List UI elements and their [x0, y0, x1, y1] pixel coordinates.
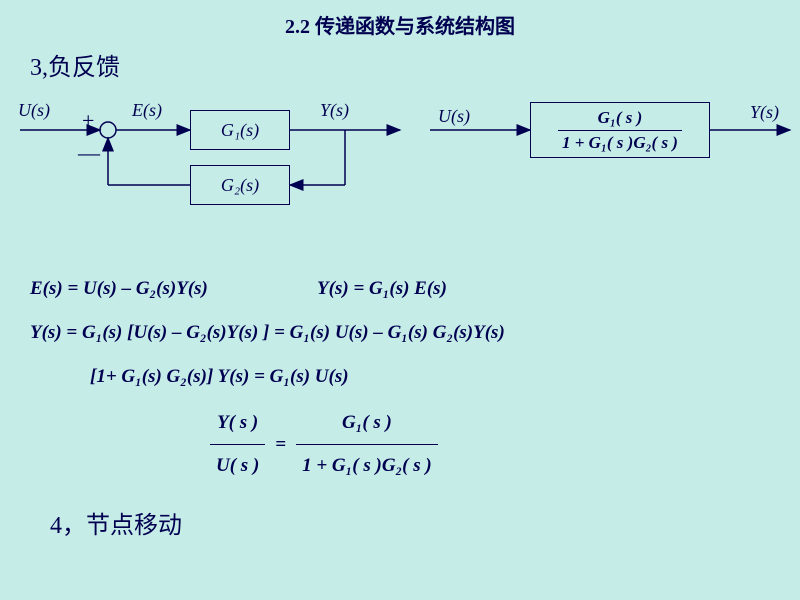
reduced-numerator: G₁( s ): [594, 106, 647, 130]
block-g1: G₁(s): [190, 110, 290, 150]
signal-e: E(s): [132, 100, 162, 121]
eq-1b: Y(s) = G₁(s) E(s): [317, 278, 447, 299]
equals-sign: =: [275, 426, 286, 464]
eq-2: Y(s) = G₁(s) [U(s) – G₂(s)Y(s) ] = G₁(s)…: [30, 314, 780, 352]
sum-plus: +: [82, 108, 94, 134]
signal-y: Y(s): [320, 100, 349, 121]
sum-minus: —: [78, 140, 100, 166]
eq-1a: E(s) = U(s) – G₂(s)Y(s): [30, 278, 208, 299]
block-diagram: U(s) E(s) Y(s) + — G₁(s) G₂(s) U(s) Y(s)…: [0, 90, 800, 240]
final-lhs-num: Y( s ): [211, 404, 264, 444]
page-title: 2.2 传递函数与系统结构图: [0, 0, 800, 39]
eq-3: [1+ G₁(s) G₂(s)] Y(s) = G₁(s) U(s): [90, 358, 780, 396]
final-rhs-num: G₁( s ): [336, 404, 398, 444]
eq-final: Y( s ) U( s ) = G₁( s ) 1 + G₁( s )G₂( s…: [210, 404, 780, 485]
block-reduced: G₁( s ) 1 + G₁( s )G₂( s ): [530, 102, 710, 158]
equation-block: E(s) = U(s) – G₂(s)Y(s) Y(s) = G₁(s) E(s…: [30, 270, 780, 485]
signal-y2: Y(s): [750, 102, 779, 123]
final-lhs-den: U( s ): [210, 444, 265, 485]
signal-u: U(s): [18, 100, 50, 121]
section-4-label: 4，节点移动: [50, 505, 800, 540]
block-g2: G₂(s): [190, 165, 290, 205]
signal-u2: U(s): [438, 106, 470, 127]
final-rhs-den: 1 + G₁( s )G₂( s ): [296, 444, 438, 485]
reduced-denominator: 1 + G₁( s )G₂( s ): [558, 130, 682, 155]
section-3-label: 3,负反馈: [30, 47, 800, 82]
